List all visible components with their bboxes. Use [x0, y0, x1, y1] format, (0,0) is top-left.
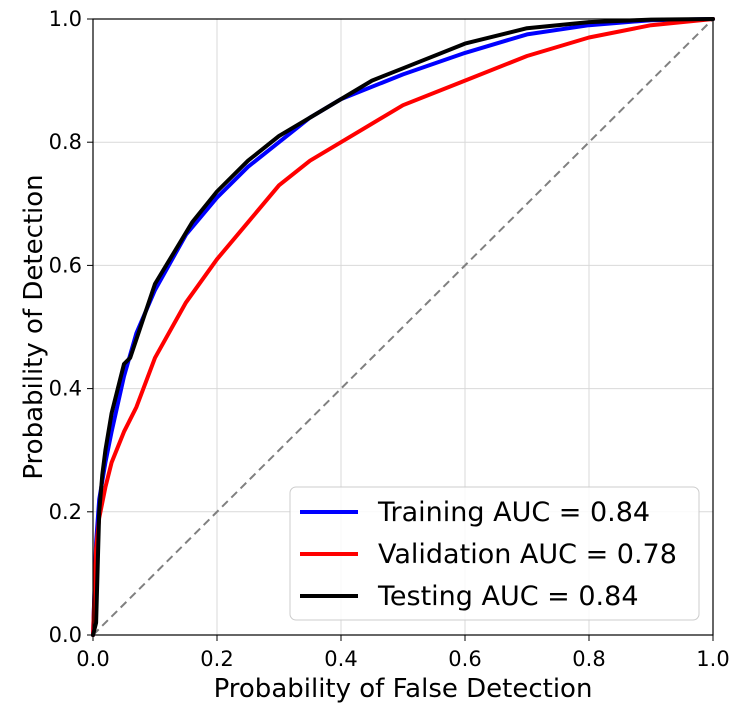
y-tick-label: 0.6	[49, 253, 82, 277]
testing-roc-line	[91, 17, 715, 637]
y-tick-label: 1.0	[49, 7, 82, 31]
plot-frame	[92, 18, 714, 636]
x-tick-label: 0.2	[200, 647, 233, 671]
y-tick-label: 0.0	[49, 623, 82, 647]
validation-roc-line	[91, 17, 715, 637]
y-tick-label: 0.2	[49, 500, 82, 524]
x-tick-label: 0.0	[76, 647, 109, 671]
x-tick-label: 0.6	[448, 647, 481, 671]
legend-box	[289, 486, 700, 621]
x-tick-label: 1.0	[696, 647, 729, 671]
x-tick-label: 0.8	[572, 647, 605, 671]
legend-entry-testing: Testing AUC = 0.84	[377, 581, 639, 612]
y-tick-label: 0.4	[49, 377, 82, 401]
chance-diagonal-line	[92, 18, 714, 636]
y-tick-label: 0.8	[49, 130, 82, 154]
legend-entry-training: Training AUC = 0.84	[377, 497, 650, 528]
x-tick-label: 0.4	[324, 647, 357, 671]
x-axis-label: Probability of False Detection	[214, 674, 593, 704]
legend: Training AUC = 0.84 Validation AUC = 0.78…	[289, 486, 700, 621]
y-axis-label: Probability of Detection	[19, 174, 49, 479]
series-lines	[91, 17, 715, 637]
legend-entry-validation: Validation AUC = 0.78	[378, 539, 677, 570]
y-axis-ticks: 0.0 0.2 0.4 0.6 0.8 1.0	[49, 7, 93, 647]
x-axis-ticks: 0.0 0.2 0.4 0.6 0.8 1.0	[76, 635, 730, 671]
reference-line	[92, 18, 714, 636]
